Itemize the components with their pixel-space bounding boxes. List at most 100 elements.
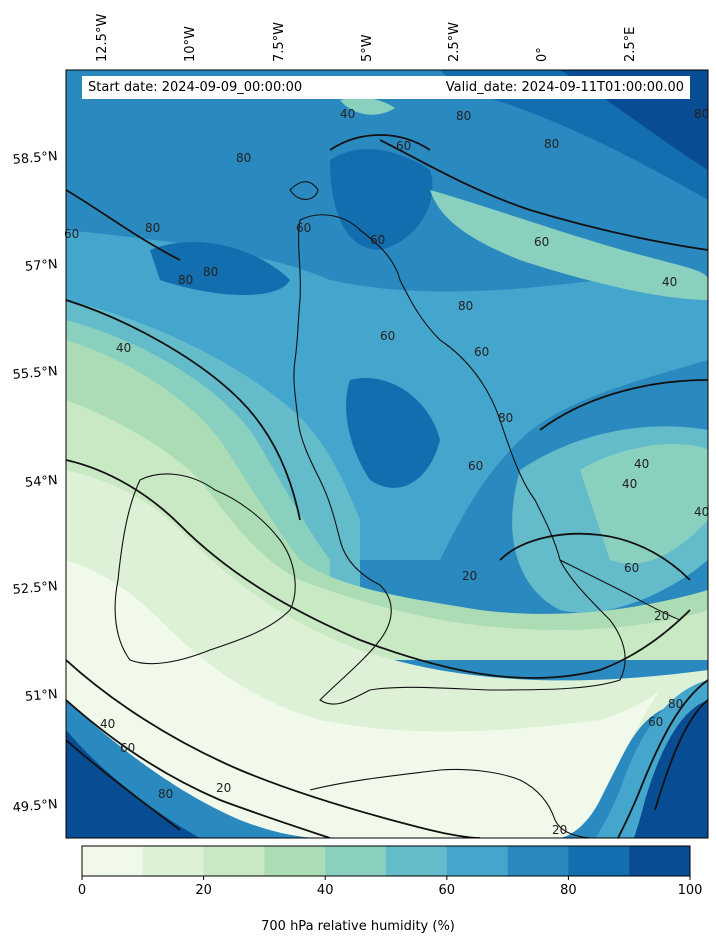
contour-label: 80 <box>145 221 160 235</box>
longitude-labels: 12.5°W 10°W 7.5°W 5°W 2.5°W 0° 2.5°E <box>95 14 638 62</box>
colorbar-swatch <box>629 846 691 876</box>
contour-label: 20 <box>216 781 231 795</box>
latitude-label: 49.5°N <box>12 797 58 816</box>
latitude-label: 54°N <box>24 473 58 491</box>
contour-line-20-mid <box>66 459 691 679</box>
latitude-labels: 58.5°N 57°N 55.5°N 54°N 52.5°N 51°N 49.5… <box>12 149 58 816</box>
longitude-label: 2.5°E <box>623 27 638 62</box>
band-0-10 <box>66 560 660 838</box>
colorbar-swatch <box>82 846 144 876</box>
band-north-cap <box>340 97 395 115</box>
longitude-label: 2.5°W <box>447 22 462 62</box>
contour-label: 20 <box>552 823 567 837</box>
map-frame <box>65 69 709 839</box>
contour-label: 40 <box>662 275 677 289</box>
coastline-north-isles <box>289 181 319 200</box>
contour-label: 80 <box>668 697 683 711</box>
contour-line-20-south <box>66 659 481 838</box>
contour-line-se <box>617 679 708 838</box>
contour-label: 80 <box>236 151 251 165</box>
colorbar-swatch <box>568 846 630 876</box>
contour-label: 60 <box>296 221 311 235</box>
latitude-label: 51°N <box>24 687 58 705</box>
longitude-label: 5°W <box>360 34 375 62</box>
colorbar-ticks: 0 20 40 60 80 100 <box>78 876 703 898</box>
contour-label: 60 <box>370 233 385 247</box>
colorbar-tick-label: 0 <box>78 883 86 898</box>
contour-line-60-east <box>499 532 691 581</box>
latitude-label: 55.5°N <box>12 364 58 383</box>
contour-label: 80 <box>694 107 709 121</box>
latitude-label: 58.5°N <box>12 149 58 168</box>
contour-label: 60 <box>120 741 135 755</box>
coastline-france <box>309 768 591 838</box>
band-north-mid <box>430 190 708 300</box>
band-sw-very-moist <box>66 730 200 838</box>
colorbar-tick-label: 20 <box>195 883 212 898</box>
colorbar-swatch <box>446 846 509 876</box>
contour-label: 40 <box>116 341 131 355</box>
longitude-label: 7.5°W <box>272 22 287 62</box>
contour-label: 40 <box>634 457 649 471</box>
start-date-text: Start date: 2024-09-09_00:00:00 <box>88 80 303 95</box>
colorbar: 0 20 40 60 80 100 <box>78 845 703 898</box>
colorbar-title: 700 hPa relative humidity (%) <box>261 919 455 934</box>
contour-label: 80 <box>498 411 513 425</box>
contour-label: 80 <box>178 273 193 287</box>
colorbar-swatch <box>264 846 326 876</box>
contour-line-60-south <box>66 739 181 831</box>
coastline-belgium-netherlands <box>559 559 681 621</box>
contour-label: 60 <box>474 345 489 359</box>
colorbar-swatches <box>82 846 691 876</box>
contour-line-60-north <box>329 134 431 151</box>
contour-line-40-south <box>66 699 331 838</box>
colorbar-swatch <box>325 846 387 876</box>
contour-line-60-west <box>66 189 181 261</box>
coastline-layer <box>114 181 681 838</box>
contour-label: 80 <box>456 109 471 123</box>
latitude-label: 52.5°N <box>12 579 58 598</box>
contour-label: 60 <box>648 715 663 729</box>
contour-layer <box>66 134 708 838</box>
contour-label: 40 <box>100 717 115 731</box>
date-header: Start date: 2024-09-09_00:00:00 Valid_da… <box>82 76 690 99</box>
contour-label: 60 <box>380 329 395 343</box>
colorbar-swatch <box>386 846 448 876</box>
colorbar-tick-label: 100 <box>678 883 703 898</box>
contour-label: 40 <box>622 477 637 491</box>
contour-line-80-north <box>379 139 708 251</box>
coastline-ireland <box>114 473 296 665</box>
contour-label: 80 <box>158 787 173 801</box>
contour-label: 60 <box>396 139 411 153</box>
band-40-50-east <box>580 444 708 564</box>
colorbar-swatch <box>203 846 265 876</box>
contour-label-layer: 40 60 80 80 80 60 80 80 80 60 60 40 40 6… <box>64 107 709 837</box>
longitude-label: 10°W <box>183 26 198 62</box>
longitude-label: 0° <box>535 47 550 62</box>
colorbar-tick-label: 60 <box>439 883 456 898</box>
contour-label: 60 <box>624 561 639 575</box>
band-se-very-moist <box>634 700 708 838</box>
contour-label: 20 <box>654 609 669 623</box>
contour-line-40-east <box>539 379 708 431</box>
contour-label: 40 <box>694 505 709 519</box>
latitude-label: 57°N <box>24 257 58 275</box>
colorbar-swatch <box>142 846 205 876</box>
colorbar-swatch <box>507 846 569 876</box>
band-inland-moist <box>150 241 290 295</box>
contour-label: 20 <box>462 569 477 583</box>
coastline-great-britain <box>293 214 626 705</box>
band-inland-moist-2 <box>346 378 440 488</box>
contour-label: 80 <box>203 265 218 279</box>
valid-date-text: Valid_date: 2024-09-11T01:00:00.00 <box>445 80 684 95</box>
band-north-very-moist <box>330 149 433 250</box>
contour-label: 60 <box>64 227 79 241</box>
contour-line-se-2 <box>654 699 708 811</box>
longitude-label: 12.5°W <box>95 14 110 62</box>
contour-label: 60 <box>468 459 483 473</box>
contour-label: 80 <box>458 299 473 313</box>
colorbar-tick-label: 40 <box>317 883 334 898</box>
contour-label: 60 <box>534 235 549 249</box>
colorbar-frame <box>81 845 691 877</box>
